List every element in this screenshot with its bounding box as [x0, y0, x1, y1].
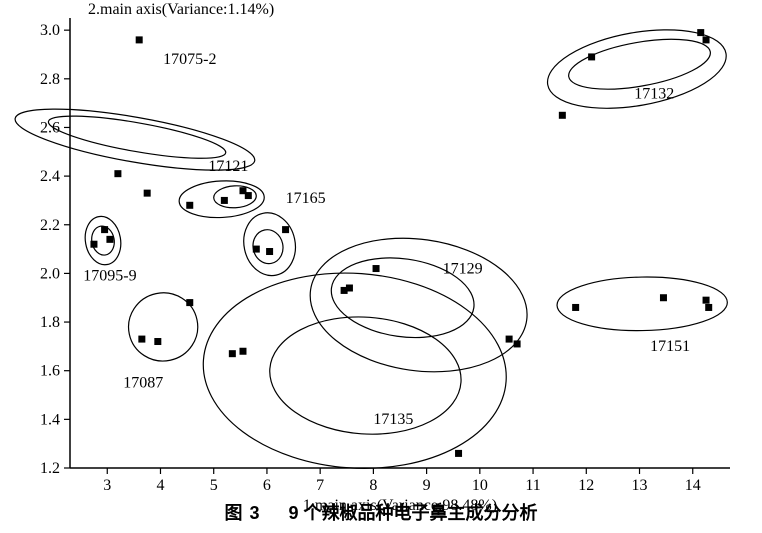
cluster-ellipse [197, 263, 513, 478]
y-tick-label: 1.2 [40, 460, 60, 477]
figure-caption-text: 9 个辣椒品种电子鼻主成分分析 [289, 503, 538, 523]
data-point [705, 304, 712, 311]
cluster-ellipse [266, 311, 465, 441]
cluster-label: 17087 [123, 375, 163, 392]
y-tick-label: 2.0 [40, 265, 60, 282]
cluster-ellipse [46, 107, 228, 167]
data-point [186, 202, 193, 209]
data-point [245, 192, 252, 199]
cluster-ellipse [81, 214, 124, 268]
figure-caption: 图 3 9 个辣椒品种电子鼻主成分分析 [0, 499, 762, 525]
data-point [703, 297, 710, 304]
data-point [229, 350, 236, 357]
cluster-label: 17165 [286, 190, 326, 207]
cluster-label: 17135 [373, 411, 413, 428]
data-point [136, 36, 143, 43]
data-point [114, 170, 121, 177]
x-tick-label: 12 [578, 477, 594, 494]
data-point [221, 197, 228, 204]
data-point [138, 336, 145, 343]
cluster-label: 17095-9 [83, 268, 136, 285]
data-point [346, 285, 353, 292]
data-point [239, 348, 246, 355]
data-point [703, 36, 710, 43]
y-tick-label: 2.4 [40, 168, 60, 185]
data-point [266, 248, 273, 255]
data-point [514, 340, 521, 347]
data-point [253, 246, 260, 253]
data-point [373, 265, 380, 272]
y-tick-label: 2.2 [40, 217, 60, 234]
x-tick-label: 3 [103, 477, 111, 494]
y-tick-label: 2.6 [40, 119, 60, 136]
y-tick-label: 1.4 [40, 411, 60, 428]
cluster-label: 17151 [650, 338, 690, 355]
cluster-ellipse [238, 208, 301, 280]
data-point [572, 304, 579, 311]
cluster-label: 17121 [208, 158, 248, 175]
x-tick-label: 4 [156, 477, 164, 494]
x-tick-label: 10 [472, 477, 488, 494]
data-point [455, 450, 462, 457]
x-tick-label: 13 [632, 477, 648, 494]
y-tick-label: 1.8 [40, 314, 60, 331]
x-tick-label: 7 [316, 477, 324, 494]
data-point [106, 236, 113, 243]
figure-number: 图 3 [224, 503, 260, 523]
x-tick-label: 5 [210, 477, 218, 494]
data-point [282, 226, 289, 233]
cluster-label: 17075-2 [163, 51, 216, 68]
x-tick-label: 6 [263, 477, 271, 494]
data-point [144, 190, 151, 197]
data-point [506, 336, 513, 343]
cluster-label: 17132 [634, 85, 674, 102]
x-tick-label: 11 [525, 477, 540, 494]
pca-scatter-chart: 3 4 5 6 7 8 9 10 11 12 13 14 1.2 1.4 1.6 1.8 2.0 2.2 2.4 2.… [0, 0, 762, 533]
figure-container: 3 4 5 6 7 8 9 10 11 12 13 14 1.2 1.4 1.6 1.8 2.0 2.2 2.4 2.… [0, 0, 762, 533]
x-tick-label: 14 [685, 477, 701, 494]
cluster-ellipse [301, 225, 535, 385]
data-point [154, 338, 161, 345]
x-tick-label: 8 [369, 477, 377, 494]
data-point [660, 294, 667, 301]
data-point [90, 241, 97, 248]
cluster-ellipse [122, 286, 204, 367]
cluster-label: 17129 [443, 260, 483, 277]
y-tick-label: 3.0 [40, 22, 60, 39]
data-point [697, 29, 704, 36]
data-point [588, 53, 595, 60]
y-tick-label: 2.8 [40, 71, 60, 88]
data-point [186, 299, 193, 306]
cluster-ellipse [557, 276, 728, 332]
data-point [101, 226, 108, 233]
y-axis-title: 2.main axis(Variance:1.14%) [88, 1, 274, 18]
data-point [559, 112, 566, 119]
x-tick-label: 9 [423, 477, 431, 494]
y-tick-label: 1.6 [40, 363, 60, 380]
